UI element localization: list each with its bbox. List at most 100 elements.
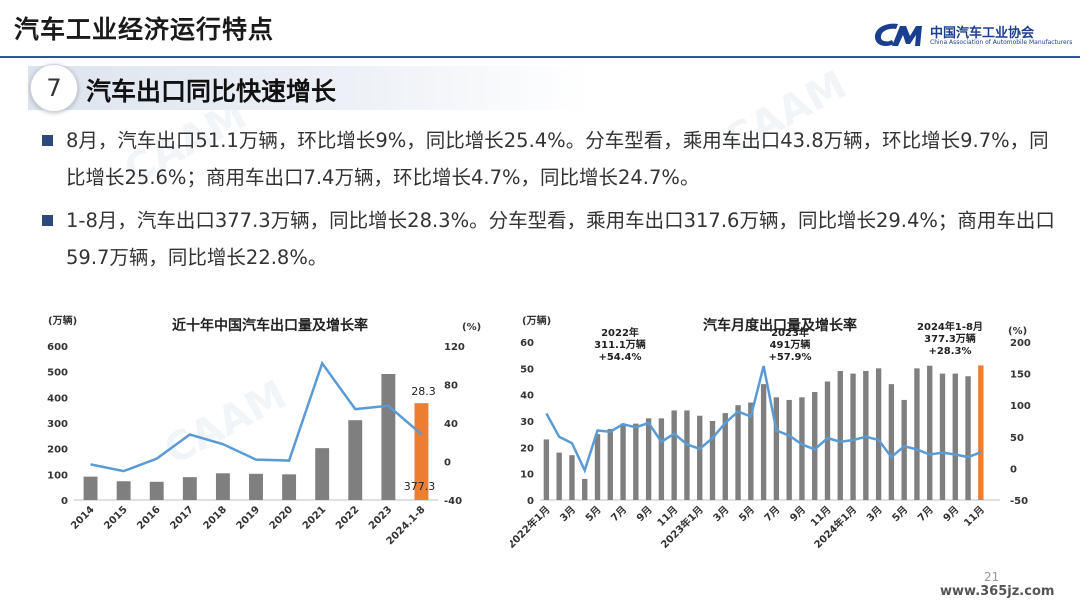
y-tick-label: 10 <box>520 470 534 481</box>
bar <box>645 418 652 500</box>
section-bar <box>28 66 588 110</box>
caam-logo: 中国汽车工业协会 China Association of Automobile… <box>872 18 1072 54</box>
y2-tick-label: -40 <box>444 496 462 507</box>
header-divider <box>0 56 1080 58</box>
chart2-title: 汽车月度出口量及增长率 <box>703 317 857 334</box>
y2-tick-label: 0 <box>1010 464 1017 475</box>
y2-tick-label: 150 <box>1010 370 1031 381</box>
caam-logo-icon <box>874 23 922 46</box>
x-tick-label: 2015 <box>102 504 129 531</box>
y-tick-label: 200 <box>47 445 68 456</box>
rate-data-label: 28.3 <box>411 385 436 398</box>
bar <box>282 474 297 500</box>
y2-tick-label: 50 <box>1010 433 1024 444</box>
bar <box>850 373 856 500</box>
annotation-year: 2023年 <box>771 326 809 339</box>
annotation-volume: 311.1万辆 <box>594 338 646 351</box>
bar <box>760 384 767 500</box>
bar <box>888 384 895 500</box>
volume-data-label: 377.3 <box>404 480 436 493</box>
bar <box>182 477 197 500</box>
bar <box>569 455 575 500</box>
y-tick-label: 20 <box>520 443 534 454</box>
bar <box>735 405 741 500</box>
annotation-year: 2022年 <box>601 326 639 339</box>
y2-tick-label: 200 <box>1010 338 1031 349</box>
page-number: 21 <box>984 570 1000 584</box>
y-tick-label: 60 <box>520 338 534 349</box>
bar <box>837 370 843 500</box>
bar <box>952 373 958 500</box>
chart1-left-unit: (万辆) <box>48 314 77 327</box>
y-tick-label: 50 <box>520 364 534 375</box>
x-tick-label: 11月 <box>962 504 987 529</box>
bar <box>748 402 754 500</box>
x-tick-label: 9月 <box>788 504 808 524</box>
y-tick-label: 300 <box>47 419 68 430</box>
x-tick-label: 5月 <box>736 504 756 524</box>
x-tick-label: 7月 <box>915 504 935 524</box>
y2-tick-label: 40 <box>444 419 458 430</box>
x-tick-label: 3月 <box>558 504 578 524</box>
annotation-volume: 377.3万辆 <box>924 332 976 345</box>
bar <box>582 478 588 500</box>
bar <box>773 397 780 500</box>
y-tick-label: 500 <box>47 368 68 379</box>
chart2-left-unit: (万辆) <box>522 314 551 327</box>
x-tick-label: 2022年1月 <box>510 503 553 551</box>
bar <box>786 399 792 500</box>
bar <box>697 415 703 500</box>
annotation-rate: +57.9% <box>768 352 811 363</box>
bar <box>414 403 429 500</box>
growth-rate-line <box>545 365 982 474</box>
x-tick-label: 2016 <box>135 504 162 531</box>
bar <box>914 368 920 500</box>
chart1-title: 近十年中国汽车出口量及增长率 <box>172 317 368 334</box>
annual-export-chart: 近十年中国汽车出口量及增长率 (万辆) (%) 0 100 200 300 400 500… <box>47 314 481 547</box>
y-tick-label: 600 <box>47 342 68 353</box>
chart1-right-unit: (%) <box>462 322 481 333</box>
x-tick-label: 2014 <box>69 504 96 531</box>
bar <box>709 421 716 500</box>
section-number: 7 <box>30 64 78 112</box>
x-tick-label: 7月 <box>609 504 629 524</box>
bar <box>658 418 665 500</box>
bar <box>965 376 971 500</box>
bar <box>671 410 677 500</box>
growth-rate-line <box>90 360 423 473</box>
y-tick-label: 0 <box>527 496 534 507</box>
annotation-rate: +54.4% <box>598 352 641 363</box>
bar <box>978 365 984 500</box>
section-title: 汽车出口同比快速增长 <box>86 77 337 106</box>
bar <box>315 448 330 500</box>
x-tick-label: 2017 <box>168 504 195 531</box>
bar <box>149 481 164 500</box>
bar <box>799 397 805 500</box>
bullet-text-2: 1-8月，汽车出口377.3万辆，同比增长28.3%。分车型看，乘用车出口317… <box>66 209 1055 269</box>
annotation-volume: 491万辆 <box>770 338 811 351</box>
header-title: 汽车工业经济运行特点 <box>14 15 275 44</box>
y2-tick-label: -50 <box>1010 496 1028 507</box>
y-tick-label: 30 <box>520 417 534 428</box>
bar <box>381 373 396 500</box>
bar <box>824 381 831 500</box>
y-tick-label: 0 <box>61 496 68 507</box>
bar <box>901 399 907 500</box>
bar <box>556 452 562 500</box>
bar <box>215 473 230 500</box>
x-tick-label: 2023 <box>367 504 394 531</box>
bar <box>83 476 98 500</box>
y2-tick-label: 120 <box>444 342 465 353</box>
bar <box>633 423 639 500</box>
bar <box>594 434 601 500</box>
x-tick-label: 2019 <box>235 504 262 531</box>
x-tick-label: 7月 <box>762 504 782 524</box>
y-tick-label: 100 <box>47 470 68 481</box>
x-tick-label: 9月 <box>634 504 654 524</box>
x-tick-label: 5月 <box>890 504 910 524</box>
bar <box>249 473 263 500</box>
y-tick-label: 400 <box>47 393 68 404</box>
y2-tick-label: 80 <box>444 381 458 392</box>
chart2-right-unit: (%) <box>1008 326 1027 337</box>
annotation-year: 2024年1-8月 <box>917 320 983 333</box>
